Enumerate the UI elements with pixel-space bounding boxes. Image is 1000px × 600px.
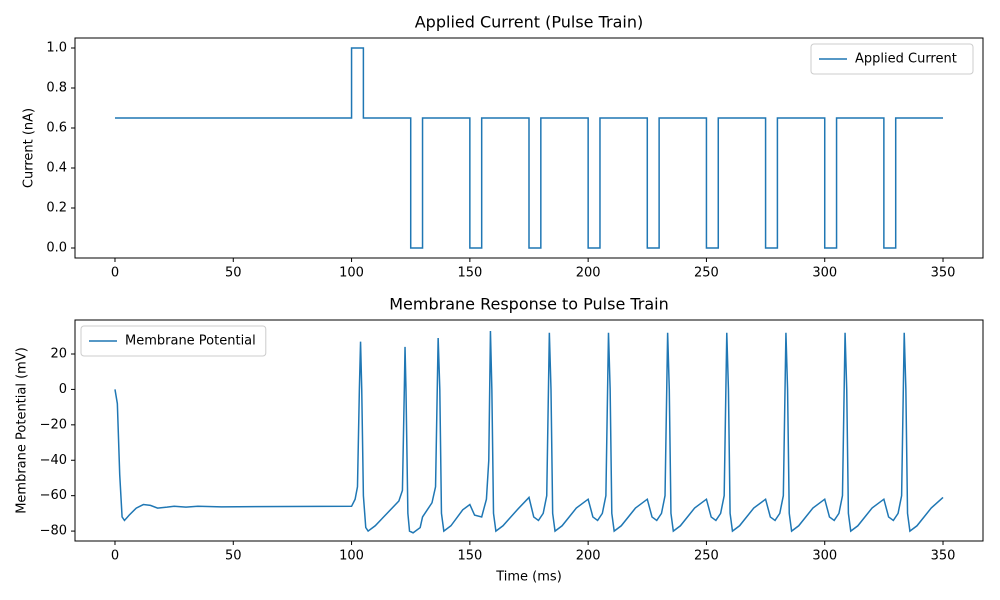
legend: Applied Current (810, 43, 974, 75)
y-tick-label: 0.8 (46, 81, 67, 96)
y-tick-label: 20 (50, 347, 67, 362)
x-axis-label: Time (ms) (495, 570, 562, 585)
y-tick-label: 1.0 (46, 41, 67, 56)
legend-box (810, 43, 974, 75)
y-tick-label: −40 (40, 453, 67, 468)
data-line (114, 330, 944, 534)
y-tick-label: 0 (59, 382, 67, 397)
x-tick-label: 200 (576, 549, 601, 564)
y-tick-label: 0.6 (46, 121, 67, 136)
x-tick-label: 100 (339, 549, 364, 564)
x-tick-label: 0 (111, 266, 119, 281)
chart-title: Membrane Response to Pulse Train (389, 295, 669, 314)
y-tick-label: 0.0 (46, 241, 67, 256)
x-tick-label: 300 (812, 266, 837, 281)
legend-label: Applied Current (855, 52, 957, 67)
y-axis-label: Current (nA) (22, 108, 37, 188)
legend-box (80, 325, 267, 357)
x-tick-label: 150 (457, 266, 482, 281)
plot-frame (74, 37, 984, 259)
data-line (114, 47, 944, 249)
y-tick-label: 0.2 (46, 201, 67, 216)
plot-frame (74, 319, 984, 542)
y-axis-label: Membrane Potential (mV) (15, 347, 30, 514)
y-tick-label: −20 (40, 417, 67, 432)
x-tick-label: 200 (576, 266, 601, 281)
y-tick-label: −60 (40, 488, 67, 503)
legend: Membrane Potential (80, 325, 267, 357)
x-tick-label: 150 (457, 549, 482, 564)
y-tick-label: 0.4 (46, 161, 67, 176)
legend-label: Membrane Potential (125, 334, 256, 349)
x-tick-label: 350 (931, 266, 956, 281)
y-tick-label: −80 (40, 524, 67, 539)
chart-title: Applied Current (Pulse Train) (415, 13, 644, 32)
x-tick-label: 300 (812, 549, 837, 564)
x-tick-label: 50 (225, 266, 242, 281)
x-tick-label: 0 (111, 549, 119, 564)
x-tick-label: 250 (694, 549, 719, 564)
x-tick-label: 50 (225, 549, 242, 564)
x-tick-label: 250 (694, 266, 719, 281)
x-tick-label: 350 (931, 549, 956, 564)
x-tick-label: 100 (339, 266, 364, 281)
